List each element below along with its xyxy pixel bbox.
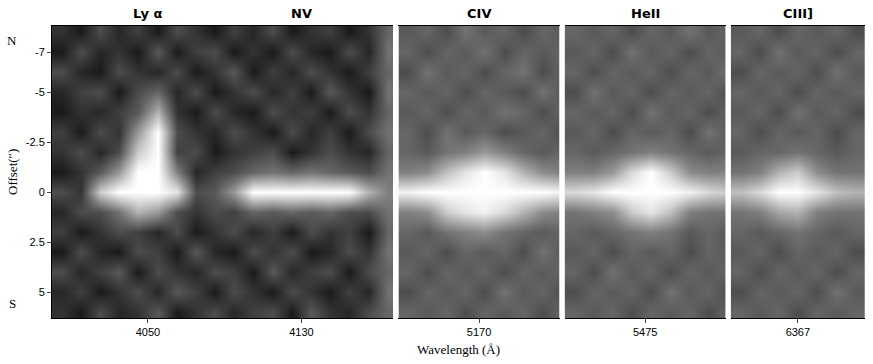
svg-text:Wavelength (Å): Wavelength (Å) xyxy=(417,342,500,357)
svg-text:S: S xyxy=(9,296,16,311)
svg-text:HeII: HeII xyxy=(631,6,660,21)
svg-text:0: 0 xyxy=(39,186,45,198)
svg-text:CIV: CIV xyxy=(467,6,491,21)
svg-text:CIII]: CIII] xyxy=(783,6,813,21)
svg-text:Ly α: Ly α xyxy=(133,6,162,21)
svg-text:4130: 4130 xyxy=(289,326,313,338)
svg-text:6367: 6367 xyxy=(786,326,810,338)
svg-text:4050: 4050 xyxy=(136,326,160,338)
svg-text:Offset(″): Offset(″) xyxy=(5,149,20,195)
svg-text:5: 5 xyxy=(39,286,45,298)
svg-text:-7: -7 xyxy=(35,46,45,58)
svg-text:-2.5: -2.5 xyxy=(26,136,45,148)
svg-text:5170: 5170 xyxy=(467,326,491,338)
svg-text:N: N xyxy=(7,33,17,48)
svg-text:5475: 5475 xyxy=(633,326,657,338)
svg-text:-5: -5 xyxy=(35,86,45,98)
svg-text:NV: NV xyxy=(291,6,312,21)
svg-text:2.5: 2.5 xyxy=(30,236,45,248)
